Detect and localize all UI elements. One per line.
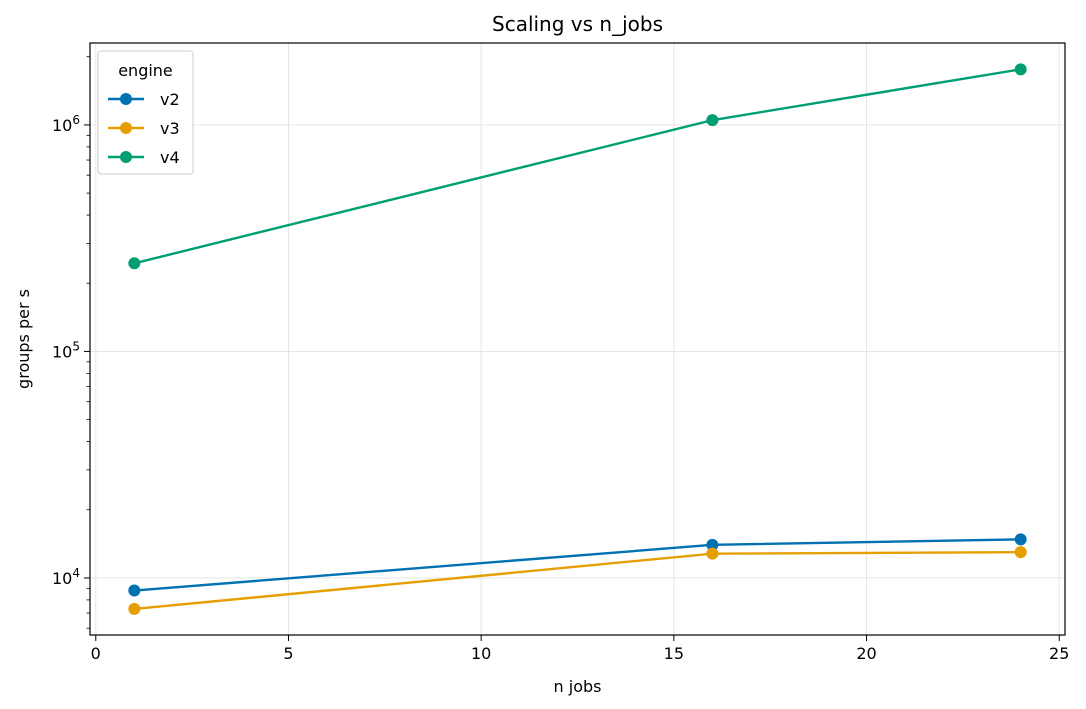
data-point — [706, 538, 719, 551]
y-tick-label: 104 — [52, 566, 80, 588]
legend-item-v4: v4 — [108, 148, 180, 167]
data-point — [128, 584, 141, 597]
chart-title: Scaling vs n_jobs — [492, 12, 663, 36]
data-point — [706, 547, 719, 560]
legend-box — [97, 50, 194, 175]
legend-swatch-marker — [120, 122, 132, 134]
data-point — [1014, 533, 1027, 546]
data-point — [706, 114, 719, 127]
plot-area-frame — [89, 42, 1066, 636]
x-tick-label: 0 — [91, 644, 101, 663]
x-tick-label: 25 — [1049, 644, 1069, 663]
legend-swatch-marker — [120, 93, 132, 105]
legend-title: engine — [118, 61, 173, 80]
legend-label: v4 — [160, 148, 180, 167]
data-point — [1014, 546, 1027, 559]
series-v2 — [128, 533, 1027, 597]
data-point — [1014, 63, 1027, 76]
x-tick-label: 5 — [283, 644, 293, 663]
x-tick-label: 10 — [471, 644, 491, 663]
data-point — [128, 602, 141, 615]
legend-label: v3 — [160, 119, 180, 138]
x-tick-label: 20 — [856, 644, 876, 663]
legend-label: v2 — [160, 90, 180, 109]
y-axis-label: groups per s — [14, 289, 33, 389]
legend-items: v2 v3 v4 — [108, 90, 180, 167]
axis-ticks: 0 5 10 15 20 25 104 105 106 — [52, 56, 1069, 663]
legend-swatch-marker — [120, 151, 132, 163]
legend-item-v3: v3 — [108, 119, 180, 138]
series-v3 — [128, 546, 1027, 615]
x-tick-label: 15 — [664, 644, 684, 663]
data-point — [128, 257, 141, 270]
legend-item-v2: v2 — [108, 90, 180, 109]
series-layer — [128, 63, 1027, 615]
legend: engine v2 v3 v4 — [97, 50, 194, 175]
y-tick-label: 106 — [52, 113, 80, 135]
series-v4 — [128, 63, 1027, 270]
grid — [90, 43, 1065, 635]
y-tick-label: 105 — [52, 339, 80, 361]
x-axis-label: n jobs — [554, 677, 602, 696]
